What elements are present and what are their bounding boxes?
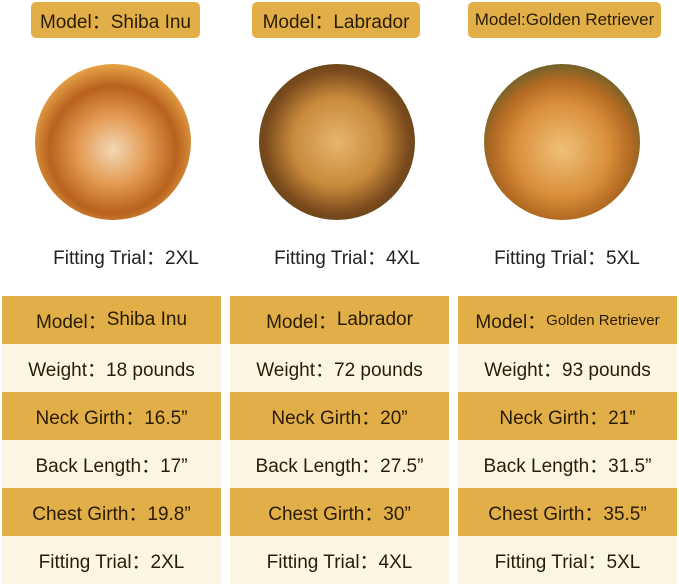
- trial-row: Fitting Trial：5XL: [458, 536, 677, 584]
- fitting-trial-labrador: Fitting Trial：4XL: [274, 248, 420, 269]
- chest-row: Chest Girth：35.5”: [458, 488, 677, 536]
- weight-row: Weight：18 pounds: [2, 344, 221, 392]
- model-tag-labrador: Model：Labrador: [252, 2, 420, 38]
- weight-row: Weight：93 pounds: [458, 344, 677, 392]
- golden-retriever-photo: [484, 64, 640, 220]
- model-value: Golden Retriever: [546, 311, 660, 329]
- back-row: Back Length：31.5”: [458, 440, 677, 488]
- shiba-inu-photo: [35, 64, 191, 220]
- model-value: Shiba Inu: [106, 309, 188, 330]
- model-label: Model：: [266, 311, 337, 333]
- model-row: Model： Shiba Inu: [2, 296, 221, 344]
- trial-row: Fitting Trial：2XL: [2, 536, 221, 584]
- weight-row: Weight：72 pounds: [230, 344, 449, 392]
- back-row: Back Length：27.5”: [230, 440, 449, 488]
- neck-row: Neck Girth：16.5”: [2, 392, 221, 440]
- model-row: Model： Labrador: [230, 296, 449, 344]
- fitting-trial-golden: Fitting Trial：5XL: [494, 248, 640, 269]
- model-tag-shiba: Model：Shiba Inu: [31, 2, 200, 38]
- back-row: Back Length：17”: [2, 440, 221, 488]
- fitting-trial-shiba: Fitting Trial：2XL: [53, 248, 199, 269]
- labrador-photo: [259, 64, 415, 220]
- neck-row: Neck Girth：21”: [458, 392, 677, 440]
- trial-row: Fitting Trial：4XL: [230, 536, 449, 584]
- model-tag-golden: Model:Golden Retriever: [468, 2, 661, 38]
- model-value: Labrador: [336, 309, 413, 330]
- model-label: Model：: [475, 311, 547, 333]
- size-table-labrador: Model： Labrador Weight：72 pounds Neck Gir…: [230, 296, 449, 584]
- chest-row: Chest Girth：19.8”: [2, 488, 221, 536]
- size-table-shiba: Model： Shiba Inu Weight：18 pounds Neck Gi…: [2, 296, 221, 584]
- neck-row: Neck Girth：20”: [230, 392, 449, 440]
- model-row: Model： Golden Retriever: [458, 296, 677, 344]
- size-table-golden: Model： Golden Retriever Weight：93 pounds …: [458, 296, 677, 584]
- model-label: Model：: [35, 311, 107, 333]
- chest-row: Chest Girth：30”: [230, 488, 449, 536]
